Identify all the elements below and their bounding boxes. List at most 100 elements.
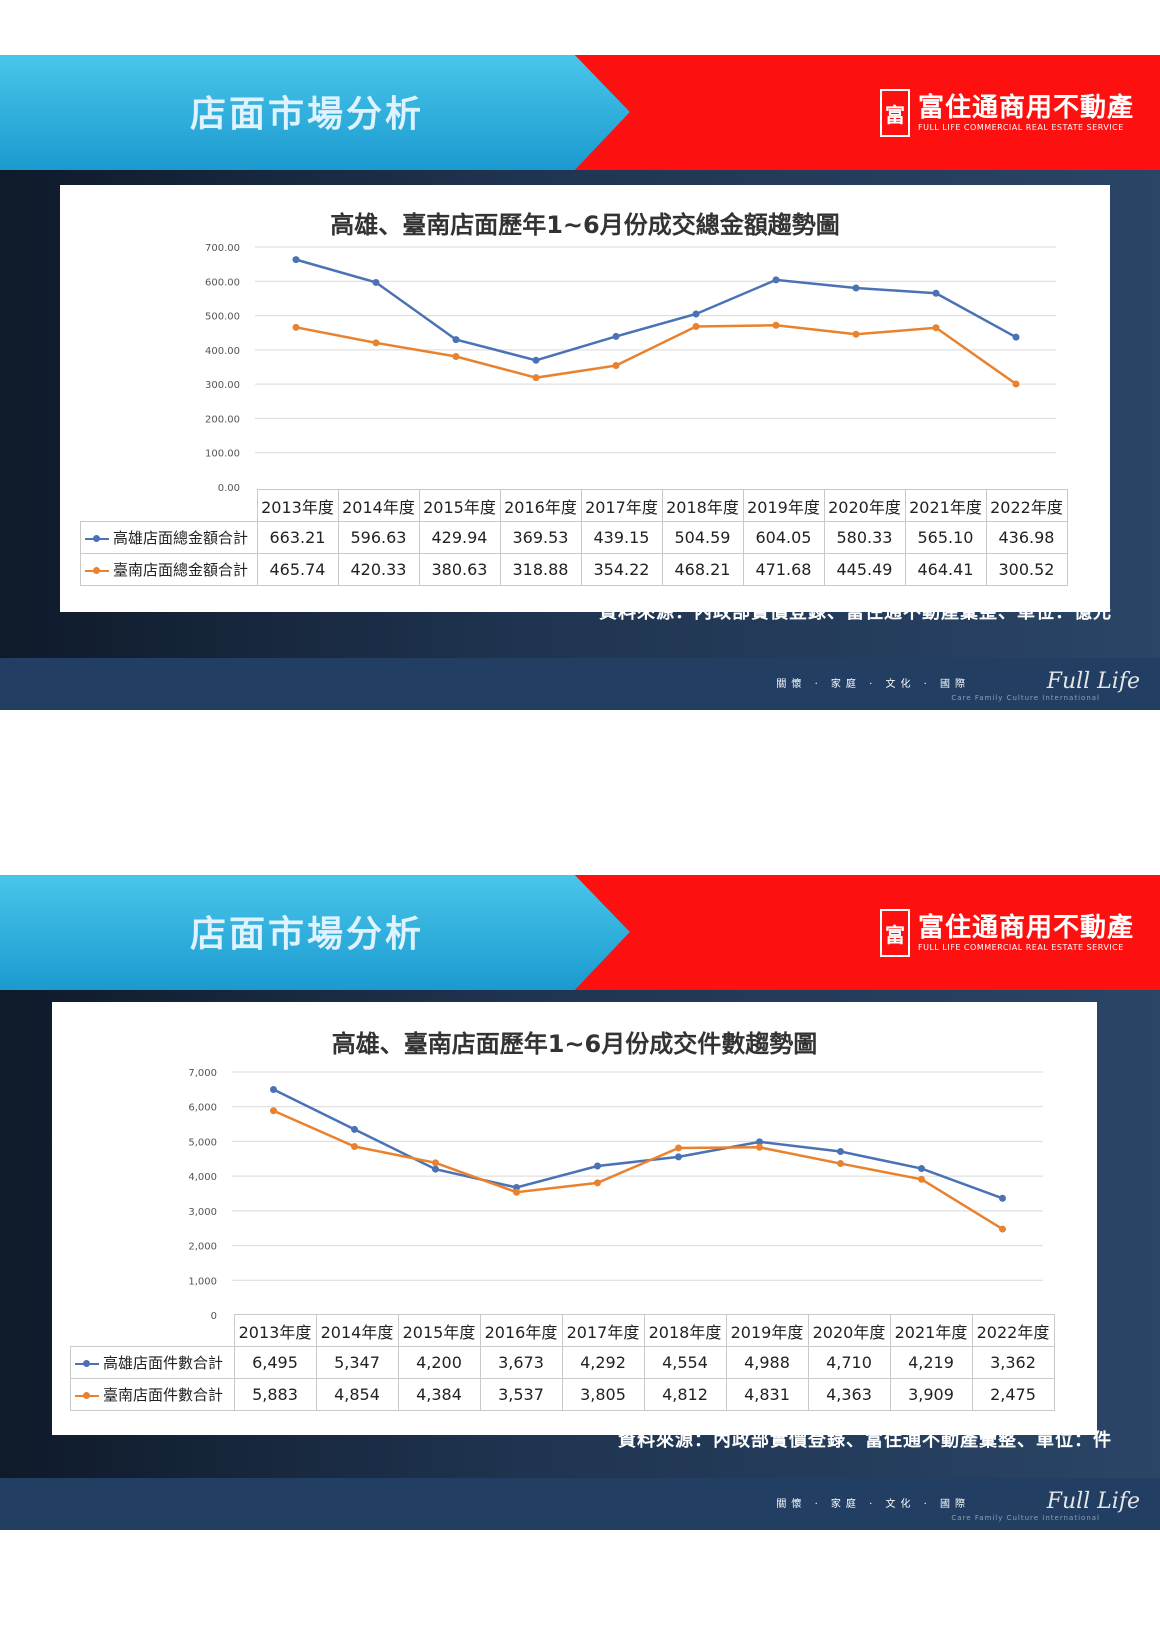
data-point [532,356,540,364]
x-category-label: 2020年度 [823,489,906,522]
data-label: 504.59 [661,521,744,554]
logo-subtitle: FULL LIFE COMMERCIAL REAL ESTATE SERVICE [918,123,1124,132]
data-point [612,332,620,340]
data-point [452,336,460,344]
x-category-label: 2019年度 [725,1314,809,1347]
y-tick-label: 0.00 [218,483,240,494]
data-table: 2013年度 2014年度 2015年度 2016年度 2017年度 2018年度 2019… [80,489,1068,586]
x-category-label: 2016年度 [479,1314,563,1347]
header-banner-blue [0,875,630,990]
data-point [918,1175,925,1183]
company-logo: 富 富住通商用不動產 FULL LIFE COMMERCIAL REAL EST… [880,905,1134,961]
data-label: 439.15 [580,521,663,554]
data-label: 4,363 [807,1378,891,1411]
y-tick-label: 5,000 [188,1137,217,1148]
data-label: 4,200 [397,1346,481,1379]
legend-entry: 臺南店面總金額合計 [80,553,258,586]
x-category-label: 2018年度 [661,489,744,522]
table-row: 臺南店面總金額合計 465.74 420.33 380.63 318.88 354.22 4… [80,553,1068,586]
data-point [852,330,860,338]
data-label: 3,909 [889,1378,973,1411]
data-point [432,1159,439,1167]
series-line [272,1088,1003,1200]
data-label: 4,988 [725,1346,809,1379]
data-label: 4,854 [315,1378,399,1411]
data-label: 565.10 [904,521,987,554]
data-label: 354.22 [580,553,663,586]
header-banner-red [575,55,1160,170]
series-line [295,324,1017,385]
y-tick-label: 3,000 [188,1207,217,1218]
slide-count: 店面市場分析 富 富住通商用不動產 FULL LIFE COMMERCIAL R… [0,875,1160,1530]
data-source-note: 資料來源：內政部實價登錄、富住通不動產彙整、單位：億元 [599,602,1112,623]
y-tick-label: 0 [211,1311,217,1322]
legend-entry: 高雄店面件數合計 [70,1346,235,1379]
data-point [675,1144,682,1152]
data-label: 3,362 [971,1346,1055,1379]
data-point [351,1142,358,1150]
data-label: 4,219 [889,1346,973,1379]
data-label: 4,831 [725,1378,809,1411]
footer-tagline: 關懷 · 家庭 · 文化 · 國際 [776,1499,970,1510]
data-label: 580.33 [823,521,906,554]
slide-title: 店面市場分析 [190,914,425,955]
header-banner-red [575,875,1160,990]
data-label: 6,495 [233,1346,317,1379]
chart-plot: 0.00 100.00 200.00 300.00 400.00 500.00 600.00… [205,243,1056,494]
x-category-label: 2015年度 [418,489,501,522]
data-point [432,1165,439,1173]
data-label: 4,554 [643,1346,727,1379]
logo-name: 富住通商用不動產 [918,913,1135,943]
data-point [692,322,700,330]
chart-panel: 高雄、臺南店面歷年1~6月份成交件數趨勢圖 0 1,000 2,000 3,000 4,… [52,1002,1097,1435]
y-tick-label: 2,000 [188,1242,217,1253]
data-label: 4,292 [561,1346,645,1379]
data-point [513,1188,520,1196]
data-point [918,1165,925,1173]
legend-line-icon [85,534,109,542]
data-point [612,362,620,370]
x-category-label: 2022年度 [971,1314,1055,1347]
data-point [837,1160,844,1168]
data-point [772,276,780,284]
data-point [532,374,540,382]
logo-subtitle: FULL LIFE COMMERCIAL REAL ESTATE SERVICE [918,943,1124,952]
data-label: 318.88 [499,553,582,586]
data-label: 380.63 [418,553,501,586]
data-label: 464.41 [904,553,987,586]
data-label: 445.49 [823,553,906,586]
company-logo: 富 富住通商用不動產 FULL LIFE COMMERCIAL REAL EST… [880,85,1134,141]
footer-band: 關懷 · 家庭 · 文化 · 國際 Full Life Care Family … [0,658,1160,710]
y-tick-label: 400.00 [205,346,240,357]
data-label: 471.68 [742,553,825,586]
data-point [1012,380,1020,388]
data-label: 5,347 [315,1346,399,1379]
y-tick-label: 6,000 [188,1103,217,1114]
table-row: 高雄店面總金額合計 663.21 596.63 429.94 369.53 439.15 5… [80,521,1068,554]
table-corner [71,1315,235,1347]
data-point [270,1086,277,1094]
slide-title: 店面市場分析 [190,94,425,135]
legend-entry: 臺南店面件數合計 [70,1378,235,1411]
x-category-label: 2014年度 [315,1314,399,1347]
data-point [772,321,780,329]
footer-brand: Full Life [1046,669,1140,694]
series-line [272,1109,1004,1231]
data-label: 465.74 [256,553,339,586]
slide-amount: 店面市場分析 富 富住通商用不動產 FULL LIFE COMMERCIAL R… [0,55,1160,710]
y-tick-label: 700.00 [205,243,240,254]
data-point [351,1125,358,1133]
x-category-label: 2016年度 [499,489,582,522]
data-point [932,289,940,297]
data-point [756,1143,763,1151]
data-label: 429.94 [418,521,501,554]
chart-title: 高雄、臺南店面歷年1~6月份成交總金額趨勢圖 [330,211,840,239]
logo-mark-icon: 富 [880,909,910,957]
y-tick-label: 300.00 [205,380,240,391]
y-tick-label: 4,000 [188,1172,217,1183]
chart-title: 高雄、臺南店面歷年1~6月份成交件數趨勢圖 [331,1030,818,1058]
data-label: 468.21 [661,553,744,586]
y-tick-label: 1,000 [188,1276,217,1287]
data-point [675,1153,682,1161]
footer-brand-subtitle: Care Family Culture International [951,1514,1100,1522]
